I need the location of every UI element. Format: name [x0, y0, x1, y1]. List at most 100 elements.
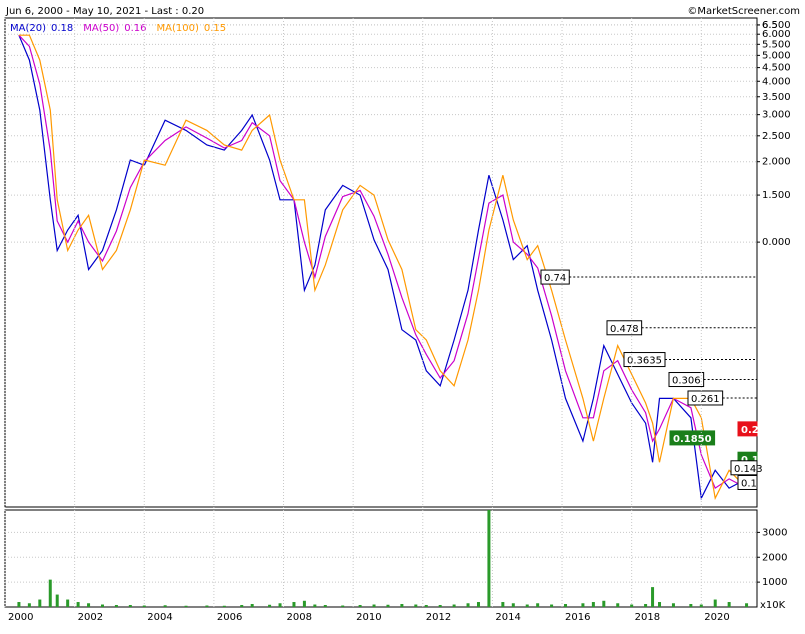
legend-name: MA(50) — [83, 23, 119, 34]
volume-bar — [358, 605, 362, 607]
volume-bar — [727, 602, 731, 607]
legend-name: MA(20) — [10, 23, 46, 34]
volume-bar — [114, 605, 118, 607]
price-annotation: 0.74 — [540, 269, 570, 285]
volume-bar — [591, 602, 595, 607]
x-tick-label: 2006 — [217, 612, 242, 623]
volume-panel — [4, 509, 758, 608]
volume-bar — [302, 600, 306, 607]
price-annotation: 0.3635 — [623, 352, 666, 368]
volume-bar — [222, 605, 226, 607]
volume-bar — [17, 602, 21, 607]
legend-value: 0.16 — [124, 23, 146, 34]
volume-bar — [66, 599, 70, 607]
y-tick-label: 2.500 — [762, 131, 791, 142]
y-tick-label: 0.000 — [762, 237, 791, 248]
x-tick-label: 2020 — [704, 612, 729, 623]
source: ©MarketScreener.com — [687, 6, 800, 17]
volume-bar — [424, 605, 428, 607]
annotation-label: 0.2 — [741, 425, 759, 436]
volume-bar — [414, 604, 418, 607]
annotation-label: 0.3635 — [627, 356, 662, 367]
y-tick-label: 2000 — [762, 552, 787, 563]
annotation-box — [737, 474, 758, 490]
price-annotation: 0.478 — [606, 320, 643, 336]
annotation-label: 0.74 — [544, 273, 566, 284]
volume-bar — [386, 604, 390, 607]
x-tick-label: 2000 — [8, 612, 33, 623]
volume-bar — [671, 603, 675, 607]
legend-value: 0.18 — [51, 23, 73, 34]
volume-bar — [713, 599, 717, 607]
volume-bar — [438, 605, 442, 607]
unit-label: x10K — [760, 600, 786, 611]
y-tick-label: 4.000 — [762, 76, 791, 87]
volume-bar — [27, 603, 31, 607]
y-tick-label: 3.000 — [762, 110, 791, 121]
volume-bar — [487, 510, 491, 607]
y-tick-label: 1.500 — [762, 190, 791, 201]
volume-bar — [372, 604, 376, 607]
annotation-box — [737, 421, 758, 437]
volume-bar — [142, 605, 146, 607]
volume-bar — [630, 604, 634, 607]
annotation-label: 0.1 — [741, 478, 757, 489]
volume-bar — [163, 605, 167, 607]
x-tick-label: 2008 — [287, 612, 312, 623]
x-tick-label: 2016 — [565, 612, 590, 623]
volume-bar — [55, 594, 59, 607]
volume-bar — [689, 604, 693, 607]
legend-name: MA(100) — [157, 23, 199, 34]
x-tick-label: 2010 — [356, 612, 381, 623]
x-tick-label: 2014 — [495, 612, 520, 623]
volume-bar — [550, 604, 554, 607]
x-tick-label: 2002 — [78, 612, 103, 623]
volume-bar — [536, 603, 540, 607]
price-annotation: 0.2 — [737, 421, 759, 437]
volume-bar — [616, 603, 620, 607]
volume-bar — [745, 603, 749, 607]
volume-bar — [476, 602, 480, 607]
volume-bar — [278, 603, 282, 607]
volume-bar — [341, 605, 345, 607]
y-tick-label: 4.500 — [762, 63, 791, 74]
y-tick-label: 2.000 — [762, 157, 791, 168]
price-annotation: 0.306 — [668, 372, 705, 388]
y-tick-label: 5.000 — [762, 50, 791, 61]
volume-bar — [184, 605, 188, 607]
volume-bar — [100, 604, 104, 607]
annotation-label: 0.478 — [610, 324, 639, 335]
price-panel — [4, 17, 758, 508]
volume-bar — [268, 604, 272, 607]
volume-bar — [128, 605, 132, 607]
volume-bar — [205, 605, 209, 607]
x-tick-label: 2018 — [635, 612, 660, 623]
volume-bar — [466, 603, 470, 607]
annotation-label: 0.306 — [672, 376, 701, 387]
volume-bar — [323, 605, 327, 607]
price-annotation: 0.1850 — [669, 430, 716, 446]
y-tick-label: 6.5 — [762, 20, 778, 31]
annotation-label: 0.143 — [734, 464, 763, 475]
volume-bar — [38, 599, 42, 607]
volume-bar — [76, 602, 80, 607]
x-tick-label: 2004 — [147, 612, 172, 623]
chart-title: Jun 6, 2000 - May 10, 2021 - Last : 0.20 — [5, 6, 204, 17]
volume-bar — [564, 604, 568, 607]
annotation-label: 0.1850 — [673, 434, 712, 445]
volume-bar — [400, 604, 404, 607]
volume-bar — [48, 579, 52, 607]
volume-bar — [658, 602, 662, 607]
annotation-box — [730, 460, 758, 476]
volume-bar — [452, 604, 456, 607]
volume-bar — [501, 602, 505, 607]
x-tick-label: 2012 — [426, 612, 451, 623]
volume-bar — [240, 605, 244, 607]
annotation-box — [669, 430, 716, 446]
volume-bar — [651, 587, 655, 607]
y-tick-label: 6.500 — [762, 20, 791, 31]
y-tick-label: 5.500 — [762, 39, 791, 50]
volume-bar — [511, 603, 515, 607]
volume-bar — [250, 604, 254, 607]
